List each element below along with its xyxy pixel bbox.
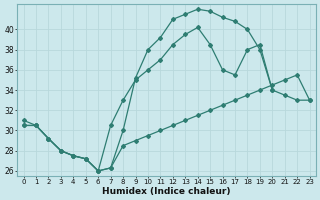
X-axis label: Humidex (Indice chaleur): Humidex (Indice chaleur): [102, 187, 231, 196]
